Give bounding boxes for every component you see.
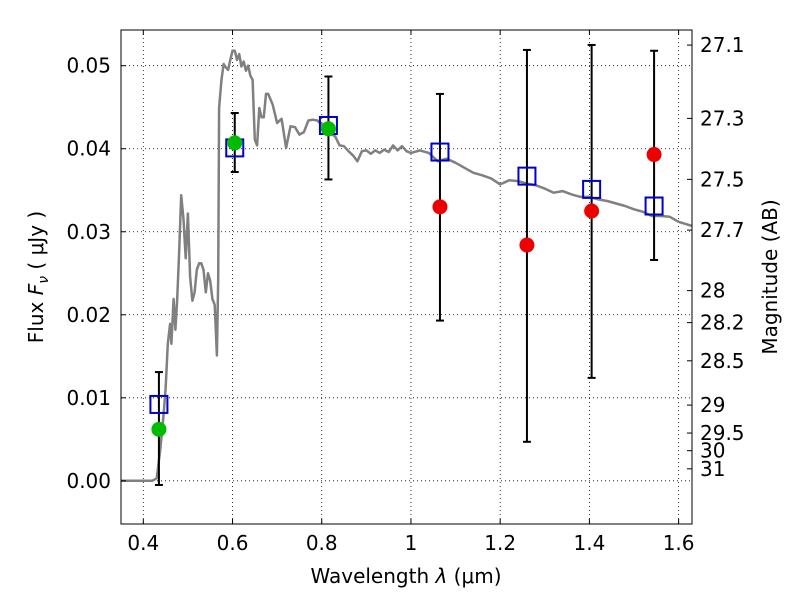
y2-tick-label: 28.2 — [700, 311, 745, 335]
y-tick-label: 0.02 — [66, 303, 111, 327]
y2-tick-label: 27.7 — [700, 218, 745, 242]
model-square-point — [582, 179, 602, 199]
y2-tick-label: 27.1 — [700, 33, 745, 57]
x-tick-label: 1 — [405, 531, 418, 555]
x-tick-label: 1.4 — [573, 531, 605, 555]
x-tick-label: 0.6 — [217, 531, 249, 555]
detection-point — [151, 421, 167, 437]
model-square-point — [517, 166, 537, 186]
upper-limit-point — [519, 237, 535, 253]
y-tick-label: 0.03 — [66, 220, 111, 244]
y2-tick-label: 28.5 — [700, 349, 745, 373]
plot-frame — [120, 29, 693, 525]
y-tick-label: 0.00 — [66, 469, 111, 493]
y2-tick-label: 28 — [700, 279, 725, 303]
ticks: 0.4 0.6 0.8 1 1.2 1.4 1.6 0.00 0.01 0.02 0.03 0.04 0… — [66, 30, 745, 555]
model-spectrum-line — [121, 49, 692, 483]
upper-limit-point — [584, 203, 600, 219]
y-axis-title: Flux Fν ( μJy ) — [24, 211, 52, 343]
x-tick-label: 1.2 — [484, 531, 516, 555]
upper-limit-point — [646, 147, 662, 163]
y2-tick-label: 27.3 — [700, 106, 745, 130]
upper-limit-point — [432, 199, 448, 215]
y2-tick-label: 31 — [700, 457, 725, 481]
x-tick-label: 1.6 — [663, 531, 695, 555]
y-tick-label: 0.05 — [66, 54, 111, 78]
y2-tick-label: 27.5 — [700, 167, 745, 191]
y-tick-label: 0.01 — [66, 386, 111, 410]
y2-tick-label: 29.5 — [700, 421, 745, 445]
data-layer — [121, 43, 692, 486]
model-square-point — [430, 142, 450, 162]
x-tick-label: 0.8 — [306, 531, 338, 555]
detection-point — [227, 135, 243, 151]
x-axis-title: Wavelength λ (μm) — [310, 564, 501, 588]
x-tick-label: 0.4 — [127, 531, 159, 555]
detection-point — [320, 121, 336, 137]
model-square-point — [149, 394, 169, 414]
y-tick-label: 0.04 — [66, 137, 111, 161]
y2-tick-label: 29 — [700, 393, 725, 417]
y2-tick-label: 30 — [700, 439, 725, 463]
y2-axis-title: Magnitude (AB) — [758, 199, 782, 354]
model-square-point — [644, 196, 664, 216]
